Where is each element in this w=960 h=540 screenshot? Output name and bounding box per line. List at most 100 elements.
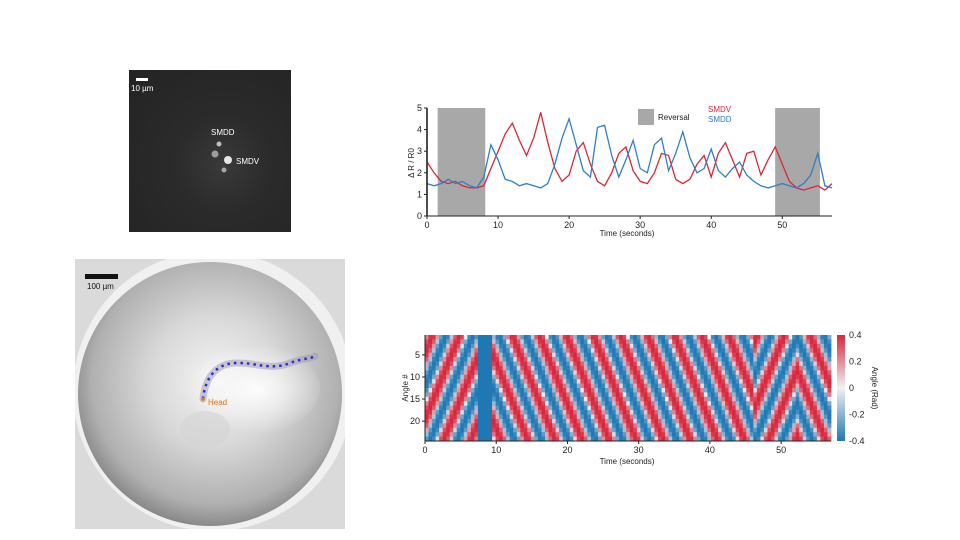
heatmap-cell [552,374,557,380]
heatmap-cell [477,343,482,349]
heatmap-cell [707,348,712,354]
heatmap-cell [760,432,765,437]
heatmap-cell [665,436,669,442]
heatmap-cell [753,339,758,345]
heatmap-cell [597,423,602,429]
heatmap-cell [820,396,825,402]
heatmap-cells [425,335,832,442]
heatmap-cell [749,365,754,371]
heatmap-cell [463,335,468,340]
heatmap-cell [788,383,793,389]
heatmap-cell [474,361,479,367]
heatmap-cell [559,339,564,345]
heatmap-cell [675,357,680,362]
heatmap-cell [693,405,698,411]
heatmap-cell [763,396,768,402]
heatmap-cell [442,383,447,389]
heatmap-cell [435,348,440,354]
heatmap-cell [820,352,825,358]
heatmap-cell [559,335,564,340]
heatmap-cell [446,388,451,393]
heatmap-cell [449,414,454,420]
heatmap-cell [774,410,779,415]
heatmap-cell [640,388,645,393]
heatmap-cell [714,343,719,349]
heatmap-cell [569,423,574,429]
heatmap-cell [675,388,680,393]
heatmap-cell [619,418,624,424]
heatmap-cell [675,414,680,420]
colorbar-ticks: 0.40.20-0.2-0.4 [849,330,865,446]
heatmap-cell [534,396,539,402]
y-tick-label: 5 [415,350,420,360]
heatmap-cell [562,423,567,429]
heatmap-cell [760,357,765,362]
heatmap-cell [820,423,825,429]
heatmap-cell [587,432,592,437]
heatmap-cell [467,418,472,424]
heatmap-cell [746,357,751,362]
heatmap-cell [668,357,673,362]
heatmap-cell [746,365,751,371]
y-axis-label: Angle # [401,374,410,402]
heatmap-cell [774,365,779,371]
heatmap-cell [576,410,581,415]
heatmap-cell [693,365,698,371]
heatmap-cell [626,401,631,407]
heatmap-cell [481,379,486,384]
heatmap-cell [432,432,436,437]
heatmap-cell [463,379,468,384]
heatmap-cell [495,383,500,389]
heatmap-cell [799,410,804,415]
heatmap-cell [668,374,673,380]
heatmap-cell [781,335,786,340]
heatmap-cell [763,374,768,380]
heatmap-cell [605,396,609,402]
heatmap-cell [816,396,821,402]
heatmap-cell [774,343,779,349]
heatmap-cell [492,370,497,376]
heatmap-cell [449,339,454,345]
heatmap-cell [597,379,602,384]
heatmap-cell [516,427,521,433]
heatmap-cell [735,352,740,358]
heatmap-cell [816,423,821,429]
heatmap-cell [753,388,758,393]
scale-bar-label: 100 µm [87,282,114,291]
heatmap-cell [742,388,747,393]
heatmap-cell [749,357,754,362]
heatmap-cell [774,335,779,340]
heatmap-cell [477,414,482,420]
heatmap-cell [813,423,818,429]
heatmap-cell [449,343,454,349]
heatmap-cell [619,361,624,367]
heatmap-cell [481,383,486,389]
heatmap-cell [760,427,765,433]
heatmap-cell [481,361,486,367]
heatmap-cell [778,383,782,389]
heatmap-cell [509,365,514,371]
heatmap-cell [781,392,786,398]
heatmap-cell [509,401,514,407]
heatmap-cell [516,379,521,384]
heatmap-cell [446,379,451,384]
heatmap-cell [675,392,680,398]
heatmap-cell [590,343,595,349]
heatmap-cell [537,357,542,362]
heatmap-cell [767,418,772,424]
heatmap-cell [499,343,504,349]
heatmap-cell [569,379,574,384]
heatmap-cell [597,436,602,442]
heatmap-cell [827,365,832,371]
heatmap-cell [446,352,451,358]
heatmap-cell [576,361,581,367]
heatmap-cell [647,365,652,371]
heatmap-cell [654,370,659,376]
heatmap-cell [795,405,800,411]
heatmap-cell [661,388,666,393]
heatmap-cell [555,405,560,411]
heatmap-cell [682,418,687,424]
heatmap-cell [583,392,588,398]
heatmap-cell [746,388,751,393]
